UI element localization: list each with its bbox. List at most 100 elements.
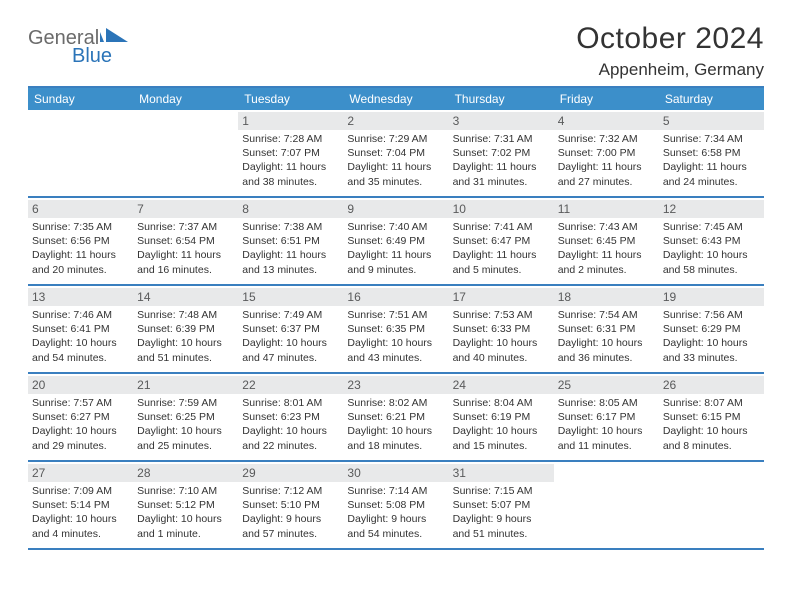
day-body: Sunrise: 8:05 AMSunset: 6:17 PMDaylight:…	[558, 396, 655, 453]
daylight-line: Daylight: 10 hours and 11 minutes.	[558, 424, 655, 452]
sunrise-line: Sunrise: 7:12 AM	[242, 484, 339, 498]
daylight-line: Daylight: 10 hours and 43 minutes.	[347, 336, 444, 364]
day-body: Sunrise: 8:02 AMSunset: 6:21 PMDaylight:…	[347, 396, 444, 453]
sunrise-line: Sunrise: 7:31 AM	[453, 132, 550, 146]
day-number: 20	[28, 376, 133, 394]
day-number: 2	[343, 112, 448, 130]
day-number: 26	[659, 376, 764, 394]
sunrise-line: Sunrise: 7:10 AM	[137, 484, 234, 498]
sunrise-line: Sunrise: 7:09 AM	[32, 484, 129, 498]
dow-cell: Tuesday	[238, 88, 343, 110]
day-number: 29	[238, 464, 343, 482]
day-number: 22	[238, 376, 343, 394]
day-cell: 5Sunrise: 7:34 AMSunset: 6:58 PMDaylight…	[659, 110, 764, 196]
day-number: 30	[343, 464, 448, 482]
day-cell: 29Sunrise: 7:12 AMSunset: 5:10 PMDayligh…	[238, 462, 343, 548]
topbar: General Blue October 2024 Appenheim, Ger…	[28, 22, 764, 80]
day-number: 1	[238, 112, 343, 130]
logo-sail-small-icon	[100, 32, 104, 42]
sunset-line: Sunset: 5:10 PM	[242, 498, 339, 512]
day-body: Sunrise: 7:37 AMSunset: 6:54 PMDaylight:…	[137, 220, 234, 277]
day-number	[133, 112, 238, 130]
day-cell: 30 Sunrise: 7:14 AMSunset: 5:08 PMDayligh…	[343, 462, 448, 548]
day-cell: 20Sunrise: 7:57 AMSunset: 6:27 PMDayligh…	[28, 374, 133, 460]
sunset-line: Sunset: 5:12 PM	[137, 498, 234, 512]
day-cell: 19Sunrise: 7:56 AMSunset: 6:29 PMDayligh…	[659, 286, 764, 372]
sunrise-line: Sunrise: 7:54 AM	[558, 308, 655, 322]
day-body: Sunrise: 7:32 AMSunset: 7:00 PMDaylight:…	[558, 132, 655, 189]
day-number: 6	[28, 200, 133, 218]
daylight-line: Daylight: 10 hours and 25 minutes.	[137, 424, 234, 452]
day-cell: 31Sunrise: 7:15 AMSunset: 5:07 PMDayligh…	[449, 462, 554, 548]
daylight-line: Daylight: 10 hours and 36 minutes.	[558, 336, 655, 364]
sunset-line: Sunset: 5:07 PM	[453, 498, 550, 512]
day-cell: 23Sunrise: 8:02 AMSunset: 6:21 PMDayligh…	[343, 374, 448, 460]
sunset-line: Sunset: 6:41 PM	[32, 322, 129, 336]
day-cell: 24Sunrise: 8:04 AMSunset: 6:19 PMDayligh…	[449, 374, 554, 460]
sunset-line: Sunset: 6:19 PM	[453, 410, 550, 424]
day-cell: 6 Sunrise: 7:35 AMSunset: 6:56 PMDaylight…	[28, 198, 133, 284]
daylight-line: Daylight: 10 hours and 54 minutes.	[32, 336, 129, 364]
day-cell	[554, 462, 659, 548]
daylight-line: Daylight: 10 hours and 58 minutes.	[663, 248, 760, 276]
sunrise-line: Sunrise: 8:07 AM	[663, 396, 760, 410]
sunrise-line: Sunrise: 7:46 AM	[32, 308, 129, 322]
day-number: 5	[659, 112, 764, 130]
sunrise-line: Sunrise: 7:48 AM	[137, 308, 234, 322]
sunrise-line: Sunrise: 7:40 AM	[347, 220, 444, 234]
sunset-line: Sunset: 6:27 PM	[32, 410, 129, 424]
calendar-grid: 1Sunrise: 7:28 AMSunset: 7:07 PMDaylight…	[28, 110, 764, 550]
sunrise-line: Sunrise: 7:14 AM	[347, 484, 444, 498]
day-cell: 25Sunrise: 8:05 AMSunset: 6:17 PMDayligh…	[554, 374, 659, 460]
sunset-line: Sunset: 6:33 PM	[453, 322, 550, 336]
daylight-line: Daylight: 10 hours and 29 minutes.	[32, 424, 129, 452]
sunrise-line: Sunrise: 7:32 AM	[558, 132, 655, 146]
sunrise-line: Sunrise: 7:53 AM	[453, 308, 550, 322]
sunset-line: Sunset: 6:47 PM	[453, 234, 550, 248]
sunrise-line: Sunrise: 7:56 AM	[663, 308, 760, 322]
day-cell	[659, 462, 764, 548]
day-body: Sunrise: 7:45 AMSunset: 6:43 PMDaylight:…	[663, 220, 760, 277]
sunrise-line: Sunrise: 7:38 AM	[242, 220, 339, 234]
sunrise-line: Sunrise: 7:51 AM	[347, 308, 444, 322]
sunset-line: Sunset: 6:39 PM	[137, 322, 234, 336]
sunset-line: Sunset: 7:02 PM	[453, 146, 550, 160]
day-cell: 2Sunrise: 7:29 AMSunset: 7:04 PMDaylight…	[343, 110, 448, 196]
day-number: 13	[28, 288, 133, 306]
day-number: 18	[554, 288, 659, 306]
day-body: Sunrise: 7:49 AMSunset: 6:37 PMDaylight:…	[242, 308, 339, 365]
sunset-line: Sunset: 6:51 PM	[242, 234, 339, 248]
sunset-line: Sunset: 6:15 PM	[663, 410, 760, 424]
daylight-line: Daylight: 10 hours and 40 minutes.	[453, 336, 550, 364]
daylight-line: Daylight: 10 hours and 33 minutes.	[663, 336, 760, 364]
day-body: Sunrise: 7:14 AMSunset: 5:08 PMDaylight:…	[347, 484, 444, 541]
day-body: Sunrise: 7:35 AMSunset: 6:56 PMDaylight:…	[32, 220, 129, 277]
title-block: October 2024 Appenheim, Germany	[576, 22, 764, 80]
daylight-line: Daylight: 11 hours and 5 minutes.	[453, 248, 550, 276]
daylight-line: Daylight: 11 hours and 13 minutes.	[242, 248, 339, 276]
day-body: Sunrise: 7:59 AMSunset: 6:25 PMDaylight:…	[137, 396, 234, 453]
day-number: 4	[554, 112, 659, 130]
day-number	[659, 464, 764, 482]
location: Appenheim, Germany	[576, 60, 764, 80]
daylight-line: Daylight: 11 hours and 24 minutes.	[663, 160, 760, 188]
day-cell	[28, 110, 133, 196]
day-number: 21	[133, 376, 238, 394]
dow-cell: Sunday	[28, 88, 133, 110]
sunrise-line: Sunrise: 7:43 AM	[558, 220, 655, 234]
day-cell: 7Sunrise: 7:37 AMSunset: 6:54 PMDaylight…	[133, 198, 238, 284]
daylight-line: Daylight: 11 hours and 2 minutes.	[558, 248, 655, 276]
sunset-line: Sunset: 6:31 PM	[558, 322, 655, 336]
day-cell	[133, 110, 238, 196]
logo-text-blue: Blue	[72, 45, 112, 66]
sunrise-line: Sunrise: 8:01 AM	[242, 396, 339, 410]
sunrise-line: Sunrise: 7:45 AM	[663, 220, 760, 234]
day-cell: 28Sunrise: 7:10 AMSunset: 5:12 PMDayligh…	[133, 462, 238, 548]
month-title: October 2024	[576, 22, 764, 56]
sunrise-line: Sunrise: 7:29 AM	[347, 132, 444, 146]
day-body: Sunrise: 7:48 AMSunset: 6:39 PMDaylight:…	[137, 308, 234, 365]
daylight-line: Daylight: 10 hours and 15 minutes.	[453, 424, 550, 452]
day-body: Sunrise: 7:09 AMSunset: 5:14 PMDaylight:…	[32, 484, 129, 541]
day-number: 19	[659, 288, 764, 306]
sunset-line: Sunset: 6:43 PM	[663, 234, 760, 248]
